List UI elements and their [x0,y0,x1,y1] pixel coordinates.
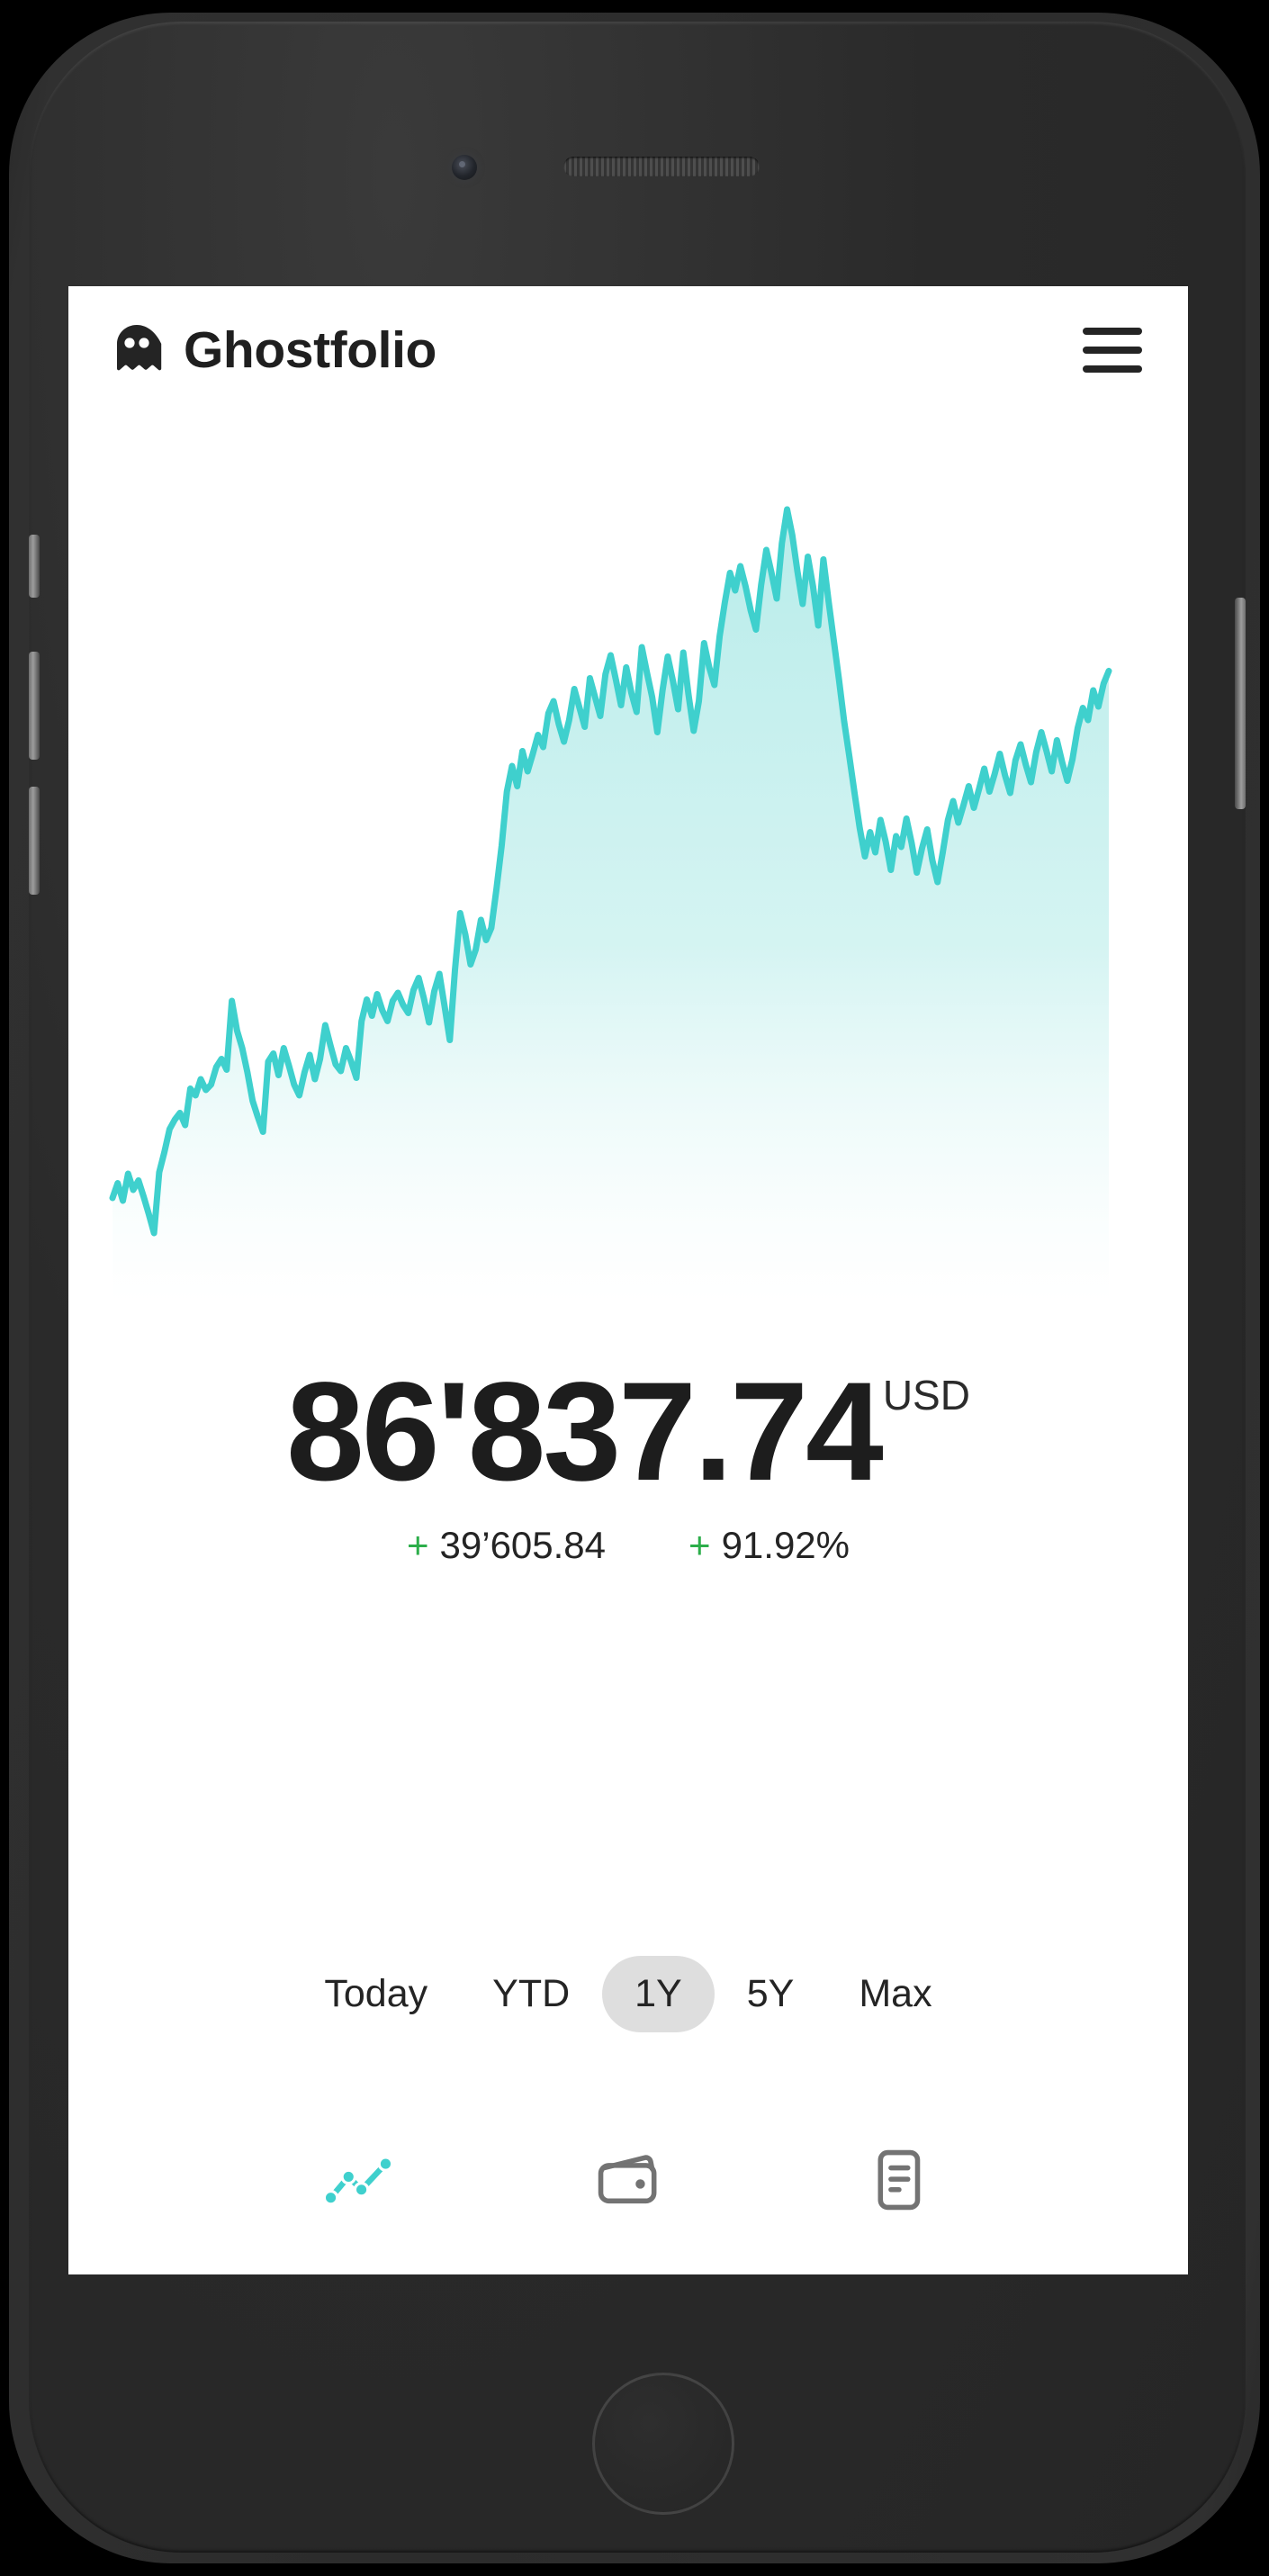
change-percent-sign: + [688,1524,711,1566]
menu-bar-2 [1083,347,1142,354]
change-absolute-value: 39’605.84 [439,1524,607,1566]
brand-logo-group[interactable]: Ghostfolio [108,321,436,379]
portfolio-value-block: 86'837.74 USD + 39’605.84 + 91.92% [68,1362,1188,1567]
date-range-tabs[interactable]: Today YTD 1Y 5Y Max [68,1956,1188,2032]
volume-down-button[interactable] [29,787,40,895]
hamburger-menu-icon[interactable] [1078,319,1147,382]
range-tab-ytd[interactable]: YTD [492,1972,571,2015]
portfolio-value: 86'837.74 [286,1354,884,1510]
range-tab-max[interactable]: Max [859,1972,932,2015]
phone-screen: Ghostfolio 86'837.74 USD [68,286,1188,2274]
document-list-icon [860,2141,937,2223]
menu-bar-1 [1083,328,1142,335]
home-button[interactable] [592,2373,734,2515]
change-absolute-sign: + [406,1524,429,1566]
ghost-icon [108,321,166,379]
range-tab-today[interactable]: Today [324,1972,428,2015]
front-camera-icon [452,155,477,180]
app-header: Ghostfolio [68,286,1188,414]
change-percent-value: 91.92% [721,1524,850,1566]
bottom-navigation-bar [68,2132,1188,2231]
volume-up-button[interactable] [29,652,40,760]
nav-item-accounts[interactable] [579,2132,678,2231]
silent-switch-button[interactable] [29,535,40,598]
change-absolute: + 39’605.84 [407,1524,606,1567]
portfolio-performance-chart[interactable] [68,493,1188,1380]
nav-item-overview[interactable] [309,2132,408,2231]
brand-name: Ghostfolio [184,320,436,379]
menu-bar-3 [1083,365,1142,373]
power-button[interactable] [1235,598,1246,809]
chart-series-group [109,506,1112,1303]
nav-item-activities[interactable] [849,2132,948,2231]
earpiece-speaker [563,157,760,176]
chart-area-fill [112,509,1109,1303]
chart-line [109,506,1112,1237]
portfolio-change-row: + 39’605.84 + 91.92% [68,1524,1188,1567]
range-tab-1y[interactable]: 1Y [602,1956,715,2032]
change-percent: + 91.92% [688,1524,850,1567]
analytics-line-chart-icon [320,2141,397,2223]
range-tab-5y[interactable]: 5Y [746,1972,795,2015]
portfolio-value-row: 86'837.74 USD [286,1362,970,1502]
wallet-icon [590,2141,667,2223]
portfolio-currency: USD [882,1372,970,1419]
camera-lens-dot [459,161,465,167]
